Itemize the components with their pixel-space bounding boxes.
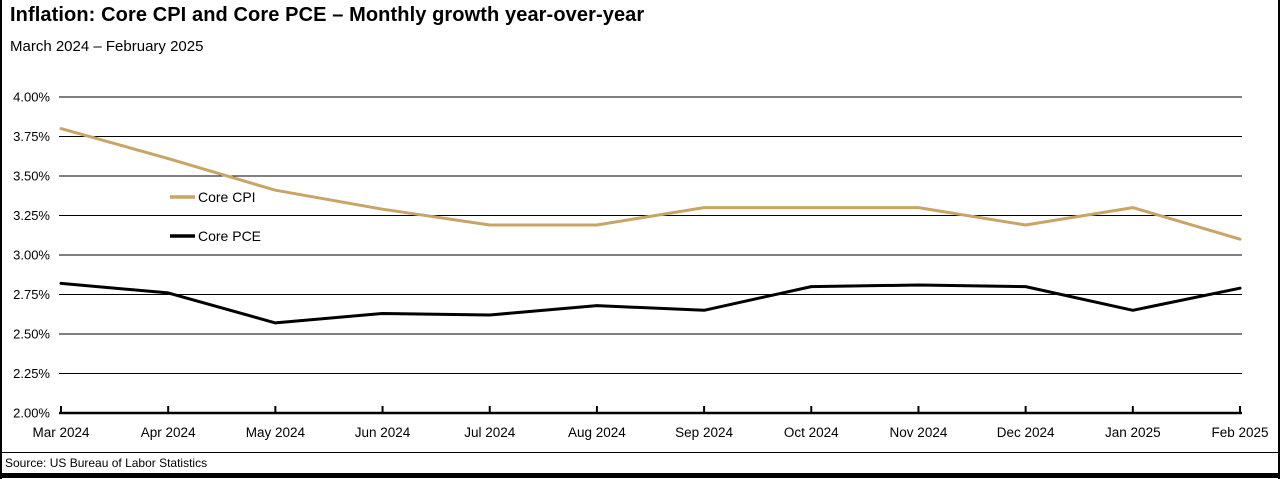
x-tick-label: Jan 2025 xyxy=(1105,425,1161,440)
y-tick-label: 2.00% xyxy=(13,406,50,421)
source-note: Source: US Bureau of Labor Statistics xyxy=(5,456,208,470)
y-tick-label: 2.25% xyxy=(13,366,50,381)
y-tick-label: 4.00% xyxy=(13,90,50,105)
x-tick-label: Mar 2024 xyxy=(32,425,90,440)
bottom-border-bar xyxy=(2,473,1278,478)
y-tick-label: 3.75% xyxy=(13,129,50,144)
x-tick-label: May 2024 xyxy=(246,425,306,440)
y-tick-label: 3.50% xyxy=(13,169,50,184)
chart-subtitle: March 2024 – February 2025 xyxy=(10,38,204,55)
x-tick-label: Jul 2024 xyxy=(464,425,516,440)
x-tick-label: Feb 2025 xyxy=(1211,425,1268,440)
series-line-core-cpi xyxy=(59,127,1242,241)
line-chart-plot: 4.00% 3.75% 3.50% 3.25% 3.00% 2.75% 2.50% 2.25%… xyxy=(13,90,1268,441)
footer-divider xyxy=(2,452,1278,453)
y-tick-label: 2.75% xyxy=(13,287,50,302)
y-tick-label: 2.50% xyxy=(13,327,50,342)
x-tick-label: Oct 2024 xyxy=(784,425,839,440)
y-tick-label: 3.00% xyxy=(13,248,50,263)
series-line-core-pce xyxy=(59,281,1242,325)
x-tick-label: Apr 2024 xyxy=(141,425,196,440)
x-tick-label: Aug 2024 xyxy=(568,425,626,440)
chart-title: Inflation: Core CPI and Core PCE – Month… xyxy=(10,4,645,26)
legend-label-core-pce: Core PCE xyxy=(198,228,261,244)
x-tick-label: Sep 2024 xyxy=(675,425,733,440)
x-tick-label: Nov 2024 xyxy=(890,425,948,440)
legend-label-core-cpi: Core CPI xyxy=(198,189,256,205)
y-tick-label: 3.25% xyxy=(13,208,50,223)
x-tick-label: Dec 2024 xyxy=(997,425,1055,440)
x-tick-label: Jun 2024 xyxy=(355,425,411,440)
